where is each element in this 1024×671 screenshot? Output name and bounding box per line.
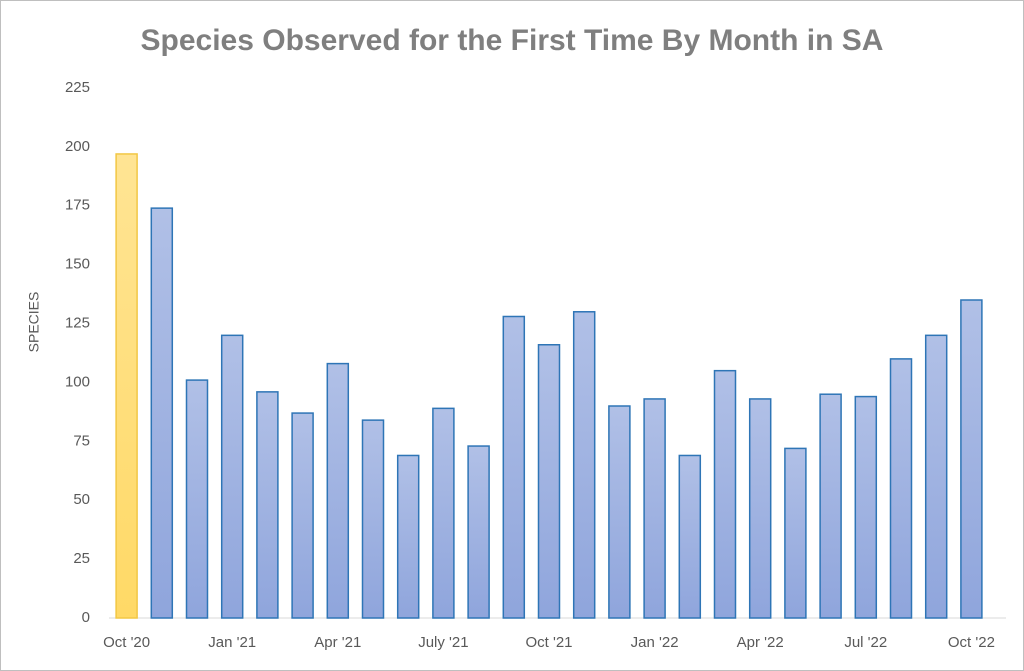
y-tick-label: 0 <box>82 609 90 626</box>
bar <box>784 447 807 619</box>
bar <box>889 358 913 619</box>
bar <box>678 454 702 619</box>
y-tick-label: 150 <box>65 256 90 273</box>
y-tick-label: 200 <box>65 138 90 155</box>
y-tick-label: 50 <box>73 491 90 508</box>
x-tick-label: Oct '22 <box>948 634 995 651</box>
bar <box>643 398 666 619</box>
chart-title: Species Observed for the First Time By M… <box>141 24 884 57</box>
bar <box>608 405 631 619</box>
y-tick-label: 100 <box>65 373 90 390</box>
x-tick-label: Jul '22 <box>844 634 887 651</box>
bar <box>220 334 244 619</box>
x-tick-label: Oct '20 <box>103 634 150 651</box>
y-tick-label: 225 <box>65 79 90 96</box>
x-tick-label: July '21 <box>418 634 468 651</box>
bar <box>537 344 561 619</box>
bar <box>572 311 596 619</box>
bar <box>185 379 209 619</box>
x-tick-label: Apr '22 <box>737 634 784 651</box>
bar <box>256 391 279 619</box>
bar <box>467 445 490 619</box>
bar <box>150 207 174 619</box>
bar <box>396 454 420 619</box>
bar <box>713 369 737 619</box>
bar <box>115 153 138 619</box>
y-tick-label: 75 <box>73 432 90 449</box>
bar <box>819 393 842 619</box>
y-axis-label: SPECIES <box>26 292 42 353</box>
x-tick-label: Apr '21 <box>314 634 361 651</box>
y-tick-label: 125 <box>65 315 90 332</box>
x-tick-label: Jan '22 <box>631 634 679 651</box>
y-tick-label: 25 <box>73 550 90 567</box>
bar <box>748 398 772 619</box>
bar <box>960 299 983 619</box>
bar <box>291 412 314 619</box>
y-tick-label: 175 <box>65 197 90 214</box>
bar <box>502 315 526 619</box>
bar <box>432 407 455 619</box>
bar <box>854 395 878 619</box>
bar <box>361 419 385 619</box>
bar <box>924 334 948 619</box>
x-tick-label: Jan '21 <box>208 634 256 651</box>
bar <box>326 362 350 619</box>
x-tick-label: Oct '21 <box>525 634 572 651</box>
